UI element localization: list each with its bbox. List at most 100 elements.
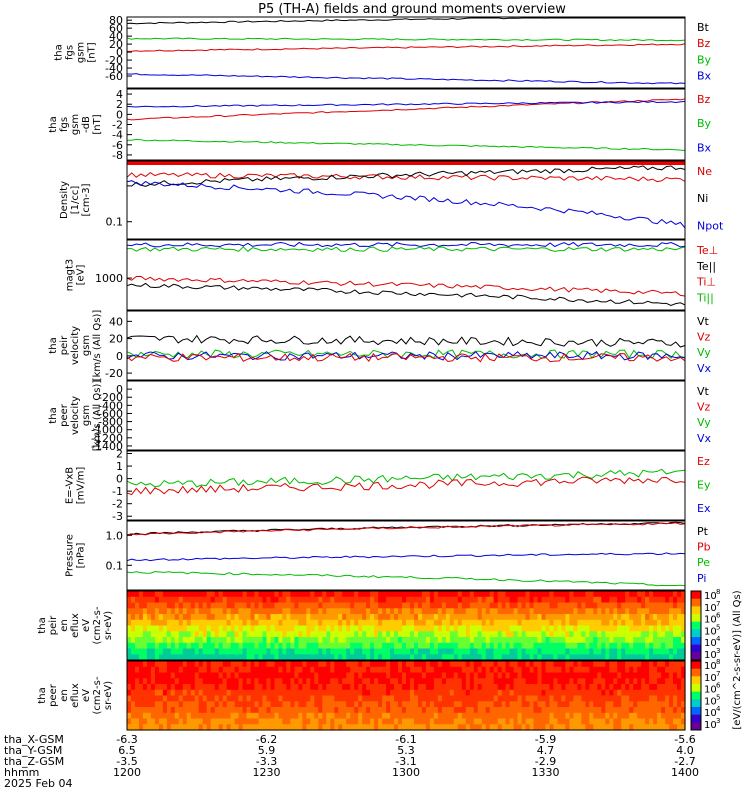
spectrogram-cell [441,684,447,691]
spectrogram-cell [577,661,582,668]
spectrogram-cell [294,712,299,720]
spectrogram-cell [131,614,136,621]
spectrogram-cell [154,695,160,702]
ylabel-line: velocity [70,326,81,365]
spectrogram-cell [338,648,343,655]
spectrogram-cell [330,672,335,679]
ylabel-line: tha [48,337,59,353]
spectrogram-cell [127,642,132,650]
spectrogram-cell [453,712,459,720]
spectrogram-cell [533,614,539,621]
series-line-By [126,37,686,42]
spectrogram-cell [461,712,467,720]
spectrogram-cell [374,625,379,632]
spectrogram-cell [302,631,307,638]
spectrogram-cell [238,648,244,655]
spectrogram-cell [226,718,232,725]
spectrogram-cell [418,718,423,725]
colorbar-segment [691,629,701,638]
spectrogram-cell [533,596,539,604]
spectrogram-cell [294,602,299,609]
spectrogram-cell [681,684,686,691]
spectrogram-cell [449,637,455,644]
spectrogram-cell [214,602,220,609]
spectrogram-cell [214,695,220,702]
spectrogram-cell [370,654,375,661]
spectrogram-cell [537,684,543,691]
spectrogram-cell [601,718,606,725]
spectrogram-cell [270,619,276,627]
spectrogram-cell [150,689,156,697]
spectrogram-cell [330,625,335,632]
spectrogram-cell [154,631,160,638]
colorbar-exponent: 7 [716,600,720,608]
spectrogram-cell [330,602,335,609]
spectrogram-cell [629,684,634,691]
spectrogram-cell [445,648,451,655]
spectrogram-cell [410,712,415,720]
spectrogram-cell [378,625,383,632]
colorbar-label: [eV/(cm^2-s-sr-eV)] (All Qs) [732,590,743,729]
spectrogram-cell [497,678,503,685]
spectrogram-cell [226,614,232,621]
x-row-value: -5.9 [535,733,556,746]
spectrogram-cell [314,661,319,668]
spectrogram-cell [370,614,375,621]
spectrogram-cell [585,695,590,702]
spectrogram-cell [382,678,387,685]
spectrogram-cell [493,718,499,725]
spectrogram-cell [194,678,200,685]
spectrogram-cell [569,654,574,661]
spectrogram-cell [242,619,248,627]
spectrogram-cell [513,666,519,674]
spectrogram-cell [585,707,590,714]
spectrogram-cell [601,672,606,679]
spectrogram-cell [525,718,531,725]
spectrogram-cell [489,724,495,731]
spectrogram-cell [378,707,383,714]
spectrogram-cell [210,608,216,615]
spectrogram-cell [238,718,244,725]
spectrogram-cell [453,678,459,685]
spectrogram-cell [358,596,363,604]
spectrogram-cell [481,614,487,621]
spectrogram-cell [298,666,303,674]
spectrogram-cell [262,596,268,604]
spectrogram-cell [465,602,471,609]
spectrogram-cell [174,718,180,725]
spectrogram-cell [621,631,626,638]
spectrogram-cell [625,648,630,655]
spectrogram-cell [334,689,339,697]
spectrogram-cell [497,596,503,604]
spectrogram-cell [127,661,132,668]
spectrogram-cell [302,718,307,725]
spectrogram-cell [509,625,515,632]
spectrogram-cell [250,666,256,674]
spectrogram-cell [517,614,523,621]
spectrogram-cell [497,689,503,697]
series-line-Bz [126,43,686,52]
spectrogram-cell [190,591,196,598]
spectrogram-cell [505,678,511,685]
spectrogram-cell [597,678,602,685]
spectrogram-cell [433,718,439,725]
spectrogram-cell [298,637,303,644]
spectrogram-cell [238,619,244,627]
spectrogram-cell [605,637,610,644]
spectrogram-cell [298,648,303,655]
spectrogram-cell [242,718,248,725]
spectrogram-cell [589,684,594,691]
spectrogram-cell [433,666,439,674]
spectrogram-cell [358,672,363,679]
spectrogram-cell [485,695,491,702]
spectrogram-cell [258,666,264,674]
ylabel-line: velocity [70,396,81,435]
spectrogram-cell [342,661,347,668]
spectrogram-cell [254,695,260,702]
spectrogram-cell [605,689,610,697]
spectrogram-cell [370,608,375,615]
spectrogram-cell [382,661,387,668]
spectrogram-cell [497,637,503,644]
spectrogram-cell [318,602,323,609]
spectrogram-cell [525,596,531,604]
